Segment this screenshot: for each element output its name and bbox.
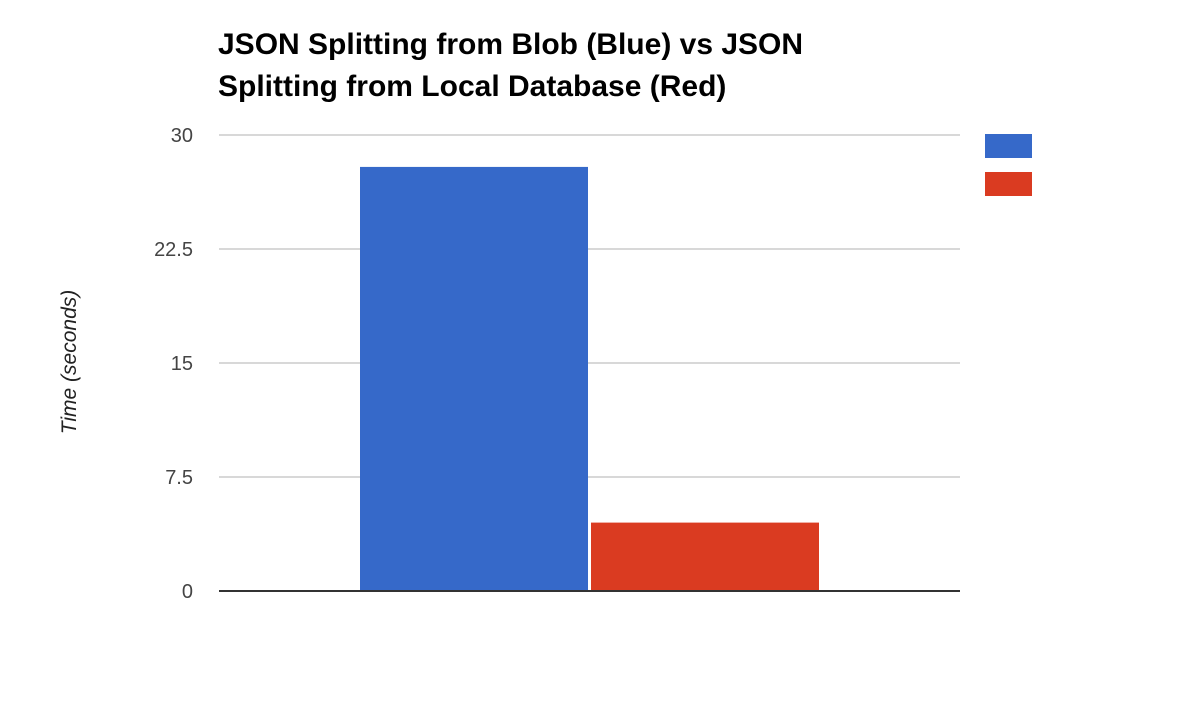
legend-swatch-series-1 (985, 134, 1032, 158)
y-tick-label: 22.5 (154, 239, 193, 261)
y-tick-label: 15 (171, 353, 193, 375)
y-tick-label: 0 (182, 581, 193, 603)
bar-series-2 (591, 522, 819, 591)
y-tick-label: 30 (171, 125, 193, 147)
chart-title-line-2: Splitting from Local Database (Red) (218, 70, 726, 103)
y-axis-title: Time (seconds) (58, 290, 81, 435)
chart-title-line-1: JSON Splitting from Blob (Blue) vs JSON (218, 28, 803, 61)
bar-series-1 (360, 166, 588, 592)
gridlines (219, 134, 960, 478)
chart-title: JSON Splitting from Blob (Blue) vs JSON … (218, 28, 803, 103)
legend (985, 134, 1032, 196)
y-axis-tick-labels: 0 7.5 15 22.5 30 (154, 125, 193, 603)
bars (360, 166, 819, 592)
legend-swatch-series-2 (985, 172, 1032, 196)
y-tick-label: 7.5 (165, 467, 193, 489)
